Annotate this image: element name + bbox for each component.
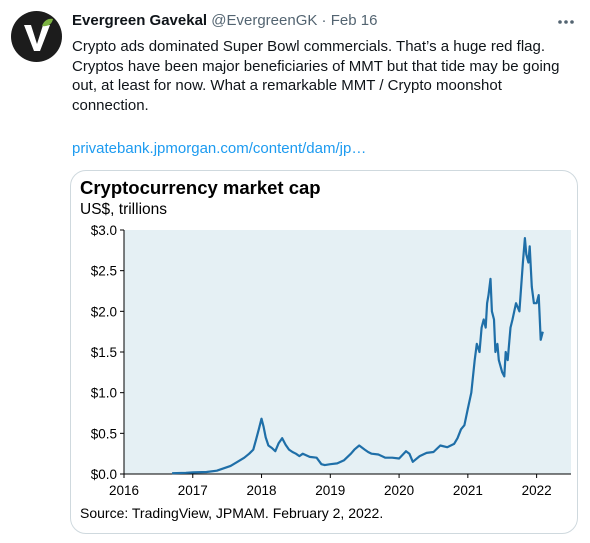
x-tick-label: 2019: [315, 483, 345, 498]
x-tick-label: 2017: [178, 483, 208, 498]
avatar[interactable]: [11, 11, 62, 62]
x-tick-label: 2022: [522, 483, 552, 498]
x-tick-label: 2020: [384, 483, 414, 498]
chart-title: Cryptocurrency market cap: [80, 177, 321, 198]
tweet-text: Crypto ads dominated Super Bowl commerci…: [72, 38, 560, 114]
link-card[interactable]: Cryptocurrency market cap US$, trillions…: [70, 170, 578, 534]
chart-source: Source: TradingView, JPMAM. February 2, …: [80, 505, 384, 521]
chart-subtitle: US$, trillions: [80, 201, 167, 218]
y-tick-label: $0.5: [91, 426, 117, 441]
x-tick-label: 2018: [247, 483, 277, 498]
market-cap-chart: $0.0 $0.5 $1.0 $1.5 $2.0 $2.5 $3.0 2016 2017 2018…: [91, 223, 571, 498]
tweet-link[interactable]: privatebank.jpmorgan.com/content/dam/jp…: [72, 140, 367, 157]
tweet-date[interactable]: Feb 16: [330, 12, 378, 29]
y-tick-label: $2.5: [91, 264, 117, 279]
y-tick-label: $3.0: [91, 223, 117, 238]
y-tick-label: $1.0: [91, 386, 117, 401]
series-line: [172, 237, 544, 475]
plot-background: [124, 230, 571, 474]
author-name[interactable]: Evergreen Gavekal: [72, 12, 208, 29]
y-tick-label: $2.0: [91, 304, 117, 319]
evergreen-logo-icon: [24, 18, 53, 51]
y-tick-label: $1.5: [91, 345, 117, 360]
chart-axes: $0.0 $0.5 $1.0 $1.5 $2.0 $2.5 $3.0 2016 2017 2018…: [91, 223, 571, 498]
x-tick-label: 2016: [109, 483, 139, 498]
x-tick-label: 2021: [453, 483, 483, 498]
tweet-header: Evergreen Gavekal @EvergreenGK · Feb 16: [72, 12, 576, 34]
more-horizontal-icon[interactable]: [556, 14, 576, 30]
author-handle[interactable]: @EvergreenGK: [211, 12, 318, 29]
separator-dot: ·: [321, 12, 327, 29]
y-tick-label: $0.0: [91, 467, 117, 482]
